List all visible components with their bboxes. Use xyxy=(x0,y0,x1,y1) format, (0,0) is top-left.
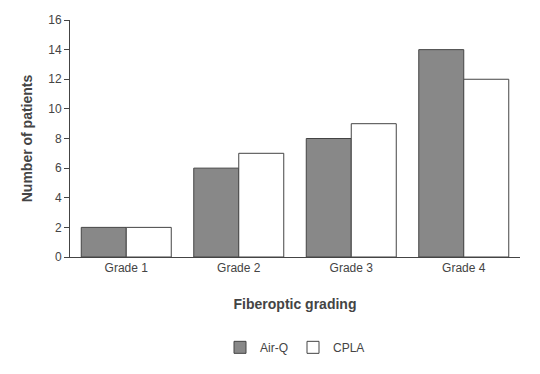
svg-text:0: 0 xyxy=(55,250,62,264)
svg-text:CPLA: CPLA xyxy=(333,341,364,355)
svg-text:10: 10 xyxy=(48,102,62,116)
svg-text:14: 14 xyxy=(48,43,62,57)
svg-text:2: 2 xyxy=(55,221,62,235)
svg-text:Number of patients: Number of patients xyxy=(19,75,35,203)
svg-text:8: 8 xyxy=(55,132,62,146)
svg-text:4: 4 xyxy=(55,191,62,205)
svg-text:12: 12 xyxy=(48,72,62,86)
svg-text:Grade 1: Grade 1 xyxy=(105,261,149,275)
svg-text:Grade 2: Grade 2 xyxy=(217,261,261,275)
svg-text:Air-Q: Air-Q xyxy=(260,341,288,355)
svg-text:Fiberoptic grading: Fiberoptic grading xyxy=(234,296,357,312)
svg-text:6: 6 xyxy=(55,161,62,175)
svg-text:Grade 4: Grade 4 xyxy=(442,261,486,275)
svg-text:Grade 3: Grade 3 xyxy=(330,261,374,275)
svg-text:16: 16 xyxy=(48,13,62,27)
